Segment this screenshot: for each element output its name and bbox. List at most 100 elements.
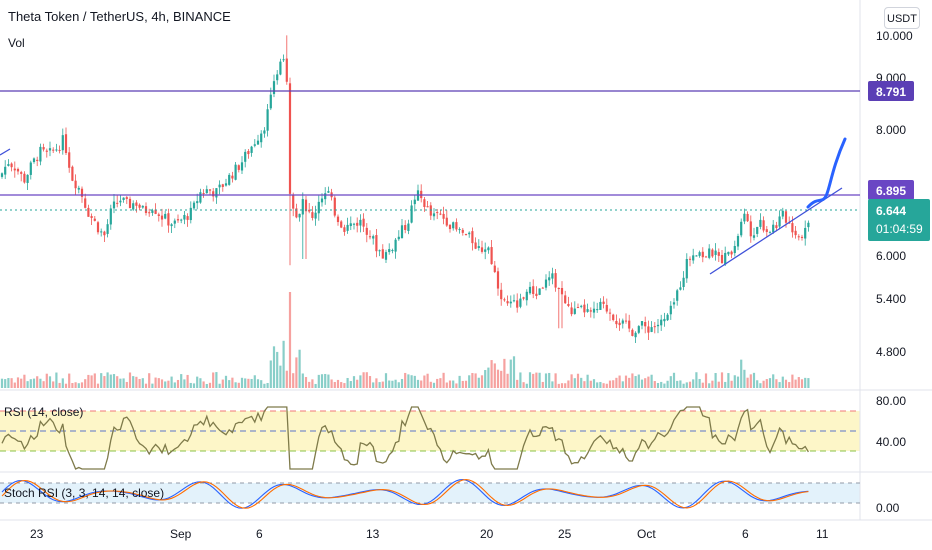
candle-body xyxy=(375,235,378,252)
candle-body xyxy=(496,271,500,289)
candle-body xyxy=(551,273,554,279)
volume-bar xyxy=(685,382,688,388)
volume-bars xyxy=(0,292,810,388)
candle-body xyxy=(432,213,436,217)
volume-bar xyxy=(557,383,560,388)
price-tag-6895: 6.895 xyxy=(876,184,906,198)
volume-bar xyxy=(32,378,36,388)
volume-bar xyxy=(736,376,740,388)
candle-body xyxy=(778,216,781,227)
volume-bar xyxy=(471,373,474,388)
volume-bar xyxy=(560,383,564,388)
candle-body xyxy=(759,219,762,227)
candle-body xyxy=(807,222,810,228)
volume-bar xyxy=(244,378,247,388)
volume-bar xyxy=(208,382,212,388)
volume-bar xyxy=(621,381,624,388)
volume-bar xyxy=(631,373,634,388)
volume-bar xyxy=(490,360,493,388)
candle-body xyxy=(679,287,682,290)
volume-bar xyxy=(183,379,186,388)
candle-body xyxy=(772,224,775,233)
candle-body xyxy=(311,212,314,218)
candle-body xyxy=(487,247,490,251)
volume-bar xyxy=(695,372,698,388)
time-tick: 23 xyxy=(30,527,44,541)
volume-bar xyxy=(84,379,87,388)
candle-body xyxy=(589,310,592,312)
candle-body xyxy=(71,166,74,181)
candle-body xyxy=(276,74,279,81)
volume-bar xyxy=(87,374,90,388)
volume-bar xyxy=(512,356,516,388)
volume-bar xyxy=(0,378,4,388)
volume-label: Vol xyxy=(8,36,25,50)
candle-body xyxy=(224,183,228,186)
candle-body xyxy=(554,273,557,288)
volume-bar xyxy=(772,374,775,388)
candle-body xyxy=(567,303,570,306)
volume-bar xyxy=(301,373,304,388)
candle-body xyxy=(669,305,672,315)
volume-bar xyxy=(388,380,391,388)
volume-bar xyxy=(762,380,765,388)
candle-body xyxy=(564,295,567,304)
rsi-label[interactable]: RSI (14, close) xyxy=(4,405,84,419)
volume-bar xyxy=(797,377,800,388)
candle-body xyxy=(244,151,247,162)
volume-bar xyxy=(4,379,7,388)
candle-body xyxy=(468,232,471,235)
stoch-rsi-label[interactable]: Stoch RSI (3, 3, 14, 14, close) xyxy=(4,486,165,500)
candle-body xyxy=(576,307,580,309)
volume-bar xyxy=(192,383,196,388)
volume-bar xyxy=(39,378,42,388)
volume-bar xyxy=(538,372,541,388)
stoch-k-line xyxy=(1,479,809,509)
candle-body xyxy=(234,164,237,180)
time-tick: 6 xyxy=(256,527,263,541)
candle-body xyxy=(148,212,151,214)
volume-bar xyxy=(727,373,730,388)
volume-bar xyxy=(212,372,215,388)
volume-bar xyxy=(378,382,381,388)
volume-bar xyxy=(487,367,490,388)
candle-body xyxy=(333,197,336,216)
volume-bar xyxy=(548,372,551,388)
volume-bar xyxy=(196,376,199,388)
candle-body xyxy=(746,213,749,222)
volume-bar xyxy=(784,379,788,388)
candle-body xyxy=(4,166,7,175)
trendline-left xyxy=(0,148,11,156)
candle-body xyxy=(791,223,794,233)
volume-bar xyxy=(138,378,141,388)
currency-button[interactable]: USDT xyxy=(884,7,920,29)
rsi-tick: 80.00 xyxy=(876,394,906,408)
volume-bar xyxy=(676,380,679,388)
volume-bar xyxy=(788,382,791,388)
volume-bar xyxy=(800,379,804,388)
candle-body xyxy=(423,199,426,207)
volume-bar xyxy=(340,382,343,388)
candle-body xyxy=(266,109,269,131)
volume-bar xyxy=(608,380,612,388)
volume-bar xyxy=(45,373,48,388)
candle-body xyxy=(621,320,624,324)
stoch-band xyxy=(0,483,860,503)
candle-body xyxy=(413,199,416,205)
volume-bar xyxy=(724,381,727,388)
volume-bar xyxy=(352,376,356,388)
volume-bar xyxy=(132,376,135,388)
candle-body xyxy=(804,227,807,239)
volume-bar xyxy=(698,378,701,388)
candle-body xyxy=(503,299,506,301)
volume-bar xyxy=(781,376,784,388)
candle-body xyxy=(55,149,58,151)
volume-bar xyxy=(602,383,605,388)
volume-bar xyxy=(519,372,522,388)
candle-body xyxy=(119,200,122,203)
candle-body xyxy=(656,324,660,327)
volume-bar xyxy=(250,378,253,388)
candle-body xyxy=(410,205,413,223)
volume-bar xyxy=(80,382,84,388)
